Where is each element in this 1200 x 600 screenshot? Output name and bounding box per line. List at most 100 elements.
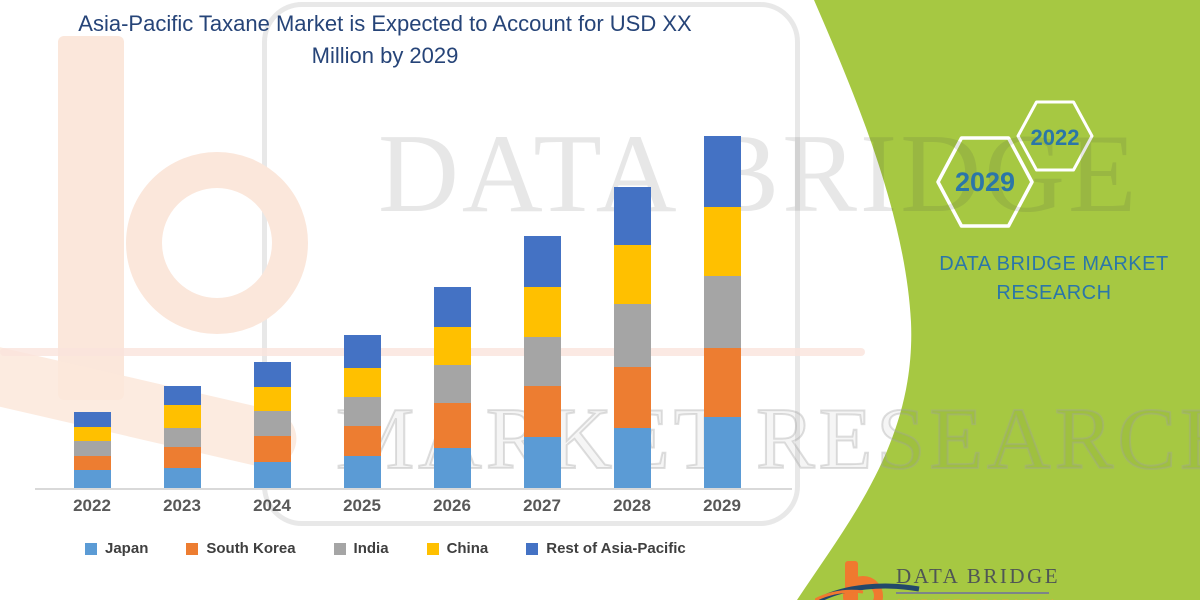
- bar-segment-south-korea-2027: [523, 386, 561, 437]
- hexagon-outlines: [936, 100, 1094, 228]
- hexagon-label-2022: 2022: [1030, 125, 1080, 150]
- hexagon-2022-icon: [1016, 100, 1094, 172]
- bar-segment-rest-of-asia-pacific-2025: [343, 335, 381, 368]
- chart-title: Asia-Pacific Taxane Market is Expected t…: [40, 8, 730, 72]
- bar-column-2029: [677, 120, 767, 488]
- bar-segment-rest-of-asia-pacific-2022: [73, 412, 111, 427]
- side-panel-brand-line2: RESEARCH: [996, 282, 1112, 304]
- bar-segment-china-2022: [73, 427, 111, 441]
- bar-segment-rest-of-asia-pacific-2026: [433, 287, 471, 327]
- legend-item-rest-of-asia-pacific: Rest of Asia-Pacific: [526, 540, 686, 557]
- legend-swatch-china: [426, 542, 439, 555]
- bar-segment-south-korea-2024: [253, 436, 291, 462]
- bar-segment-china-2025: [343, 368, 381, 397]
- legend-item-south-korea: South Korea: [186, 540, 296, 557]
- stacked-bar-2028: [613, 187, 651, 488]
- x-axis-labels: 2022 2023 2024 2025 2026 2027 2028 2029: [47, 496, 767, 516]
- bar-segment-rest-of-asia-pacific-2027: [523, 236, 561, 287]
- watermark-swoosh-line: [0, 348, 865, 356]
- bar-segment-india-2025: [343, 397, 381, 426]
- stacked-bar-2022: [73, 412, 111, 488]
- bar-segment-rest-of-asia-pacific-2028: [613, 187, 651, 245]
- stacked-bar-2024: [253, 362, 291, 488]
- footer-logo-brand: DATA BRIDGE: [896, 564, 1061, 588]
- bar-segment-india-2026: [433, 365, 471, 403]
- bar-column-2028: [587, 120, 677, 488]
- bar-segment-india-2023: [163, 428, 201, 447]
- x-label-2023: 2023: [163, 496, 201, 515]
- legend-swatch-rest-of-asia-pacific: [526, 542, 539, 555]
- bar-segment-south-korea-2022: [73, 456, 111, 470]
- bar-column-2027: [497, 120, 587, 488]
- bar-segment-india-2028: [613, 304, 651, 367]
- bar-segment-rest-of-asia-pacific-2029: [703, 136, 741, 207]
- x-label-2026: 2026: [433, 496, 471, 515]
- legend-item-china: China: [426, 540, 489, 557]
- footer-logo-swoosh-icon: [815, 583, 920, 600]
- bar-column-2024: [227, 120, 317, 488]
- bar-segment-japan-2027: [523, 437, 561, 488]
- bar-segment-china-2026: [433, 327, 471, 365]
- bars-container: [47, 120, 767, 488]
- chart-title-line2: Million by 2029: [311, 42, 459, 68]
- legend-label-south-korea: South Korea: [206, 540, 296, 557]
- legend: Japan South Korea India China Rest of Asia-P…: [85, 540, 686, 557]
- side-panel-brand-line1: DATA BRIDGE MARKET: [939, 253, 1169, 275]
- bar-column-2025: [317, 120, 407, 488]
- bar-segment-south-korea-2025: [343, 426, 381, 456]
- x-label-2027: 2027: [523, 496, 561, 515]
- stacked-bar-2023: [163, 386, 201, 488]
- hexagon-label-2029: 2029: [954, 167, 1016, 197]
- x-label-2022: 2022: [73, 496, 111, 515]
- bar-segment-rest-of-asia-pacific-2023: [163, 386, 201, 405]
- bar-segment-japan-2023: [163, 468, 201, 488]
- bar-column-2023: [137, 120, 227, 488]
- legend-label-china: China: [446, 540, 489, 557]
- bar-column-2026: [407, 120, 497, 488]
- watermark-logo-b-stem: [58, 36, 124, 400]
- bar-segment-india-2029: [703, 276, 741, 348]
- legend-item-japan: Japan: [85, 540, 148, 557]
- x-label-2024: 2024: [253, 496, 291, 515]
- bar-segment-japan-2028: [613, 428, 651, 488]
- hexagon-2029-icon: [936, 136, 1034, 228]
- chart-title-line1: Asia-Pacific Taxane Market is Expected t…: [78, 11, 692, 36]
- legend-label-india: India: [353, 540, 389, 557]
- x-label-2029: 2029: [703, 496, 741, 515]
- legend-item-india: India: [333, 540, 389, 557]
- stacked-bar-2029: [703, 136, 741, 488]
- bar-column-2022: [47, 120, 137, 488]
- plot-area: [35, 120, 792, 490]
- bar-segment-china-2028: [613, 245, 651, 304]
- legend-swatch-south-korea: [186, 542, 199, 555]
- legend-label-rest-of-asia-pacific: Rest of Asia-Pacific: [546, 540, 686, 557]
- footer-logo-divider: [896, 592, 1049, 594]
- stacked-bar-2027: [523, 236, 561, 488]
- bar-segment-south-korea-2029: [703, 348, 741, 417]
- bar-segment-rest-of-asia-pacific-2024: [253, 362, 291, 387]
- bar-segment-south-korea-2026: [433, 403, 471, 448]
- legend-swatch-india: [333, 542, 346, 555]
- bar-segment-japan-2024: [253, 462, 291, 488]
- bar-segment-japan-2026: [433, 448, 471, 488]
- bar-segment-china-2027: [523, 287, 561, 337]
- bar-segment-china-2029: [703, 207, 741, 276]
- legend-label-japan: Japan: [105, 540, 149, 557]
- footer-logo-sub: MARKET RESEARCH: [897, 597, 1057, 600]
- stacked-bar-2025: [343, 335, 381, 488]
- stacked-bar-2026: [433, 287, 471, 488]
- x-label-2025: 2025: [343, 496, 381, 515]
- watermark-brand-text: DATA BRIDGE: [378, 112, 1140, 236]
- bar-segment-india-2027: [523, 337, 561, 386]
- bar-segment-south-korea-2023: [163, 447, 201, 468]
- bar-segment-japan-2029: [703, 417, 741, 488]
- bar-segment-japan-2025: [343, 456, 381, 488]
- green-panel-shape: [797, 0, 1200, 600]
- side-panel-brand-text: DATA BRIDGE MARKET RESEARCH: [928, 250, 1180, 308]
- bar-segment-japan-2022: [73, 470, 111, 488]
- bar-segment-india-2022: [73, 441, 111, 456]
- legend-swatch-japan: [85, 542, 97, 555]
- watermark-sub-text: MARKET RESEARCH: [335, 391, 1200, 488]
